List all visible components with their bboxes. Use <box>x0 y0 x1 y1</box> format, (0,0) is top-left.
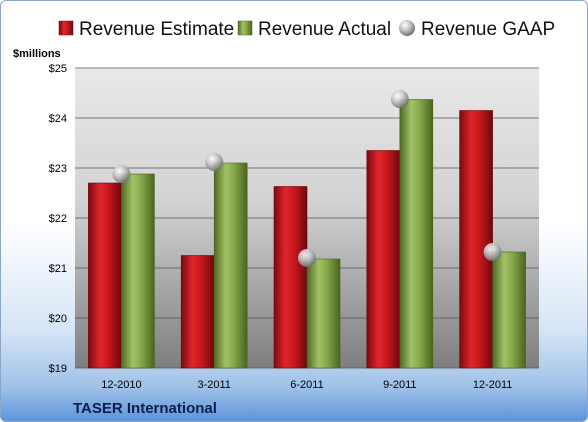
x-tick-label: 6-2011 <box>290 379 323 391</box>
bar-revenue-estimate <box>88 182 122 369</box>
bar-revenue-estimate <box>459 110 493 369</box>
y-tick-label: $20 <box>49 313 67 325</box>
company-name: TASER International <box>73 400 217 417</box>
y-tick-label: $24 <box>49 113 67 125</box>
bars <box>88 99 526 369</box>
legend-label-gaap: Revenue GAAP <box>421 19 555 40</box>
bar-revenue-actual <box>213 162 248 369</box>
y-axis-units-label: $millions <box>13 48 61 60</box>
bar-revenue-actual <box>492 251 526 369</box>
marker-revenue-gaap <box>483 243 502 261</box>
gaap-markers <box>112 90 502 267</box>
x-tick-label: 12-2010 <box>101 379 141 391</box>
bar-revenue-estimate <box>273 186 308 369</box>
x-tick-label: 3-2011 <box>197 379 230 391</box>
bar-revenue-estimate <box>180 255 215 369</box>
bar-revenue-actual <box>121 173 155 369</box>
legend-label-estimate: Revenue Estimate <box>79 19 234 40</box>
y-axis: $19 $20 $21 $22 $23 $24 $25 <box>49 63 67 375</box>
legend-swatch-gaap <box>399 20 415 36</box>
legend-label-actual: Revenue Actual <box>258 19 391 40</box>
bar-revenue-actual <box>306 258 341 369</box>
marker-revenue-gaap <box>390 90 409 108</box>
y-tick-label: $25 <box>49 63 67 75</box>
y-tick-label: $19 <box>49 363 67 375</box>
x-tick-label: 9-2011 <box>383 379 416 391</box>
y-tick-label: $22 <box>49 213 67 225</box>
marker-revenue-gaap <box>112 165 131 183</box>
y-tick-label: $21 <box>49 263 67 275</box>
bar-revenue-estimate <box>366 150 401 369</box>
legend-swatch-actual <box>237 20 253 36</box>
bar-revenue-actual <box>399 99 434 369</box>
y-tick-label: $23 <box>49 163 67 175</box>
marker-revenue-gaap <box>298 249 316 267</box>
legend-swatch-estimate <box>58 20 74 36</box>
legend: Revenue Estimate Revenue Actual Revenue … <box>58 19 555 40</box>
marker-revenue-gaap <box>205 153 224 171</box>
x-axis: 12-2010 3-2011 6-2011 9-2011 12-2011 <box>101 379 512 391</box>
x-tick-label: 12-2011 <box>473 379 513 391</box>
